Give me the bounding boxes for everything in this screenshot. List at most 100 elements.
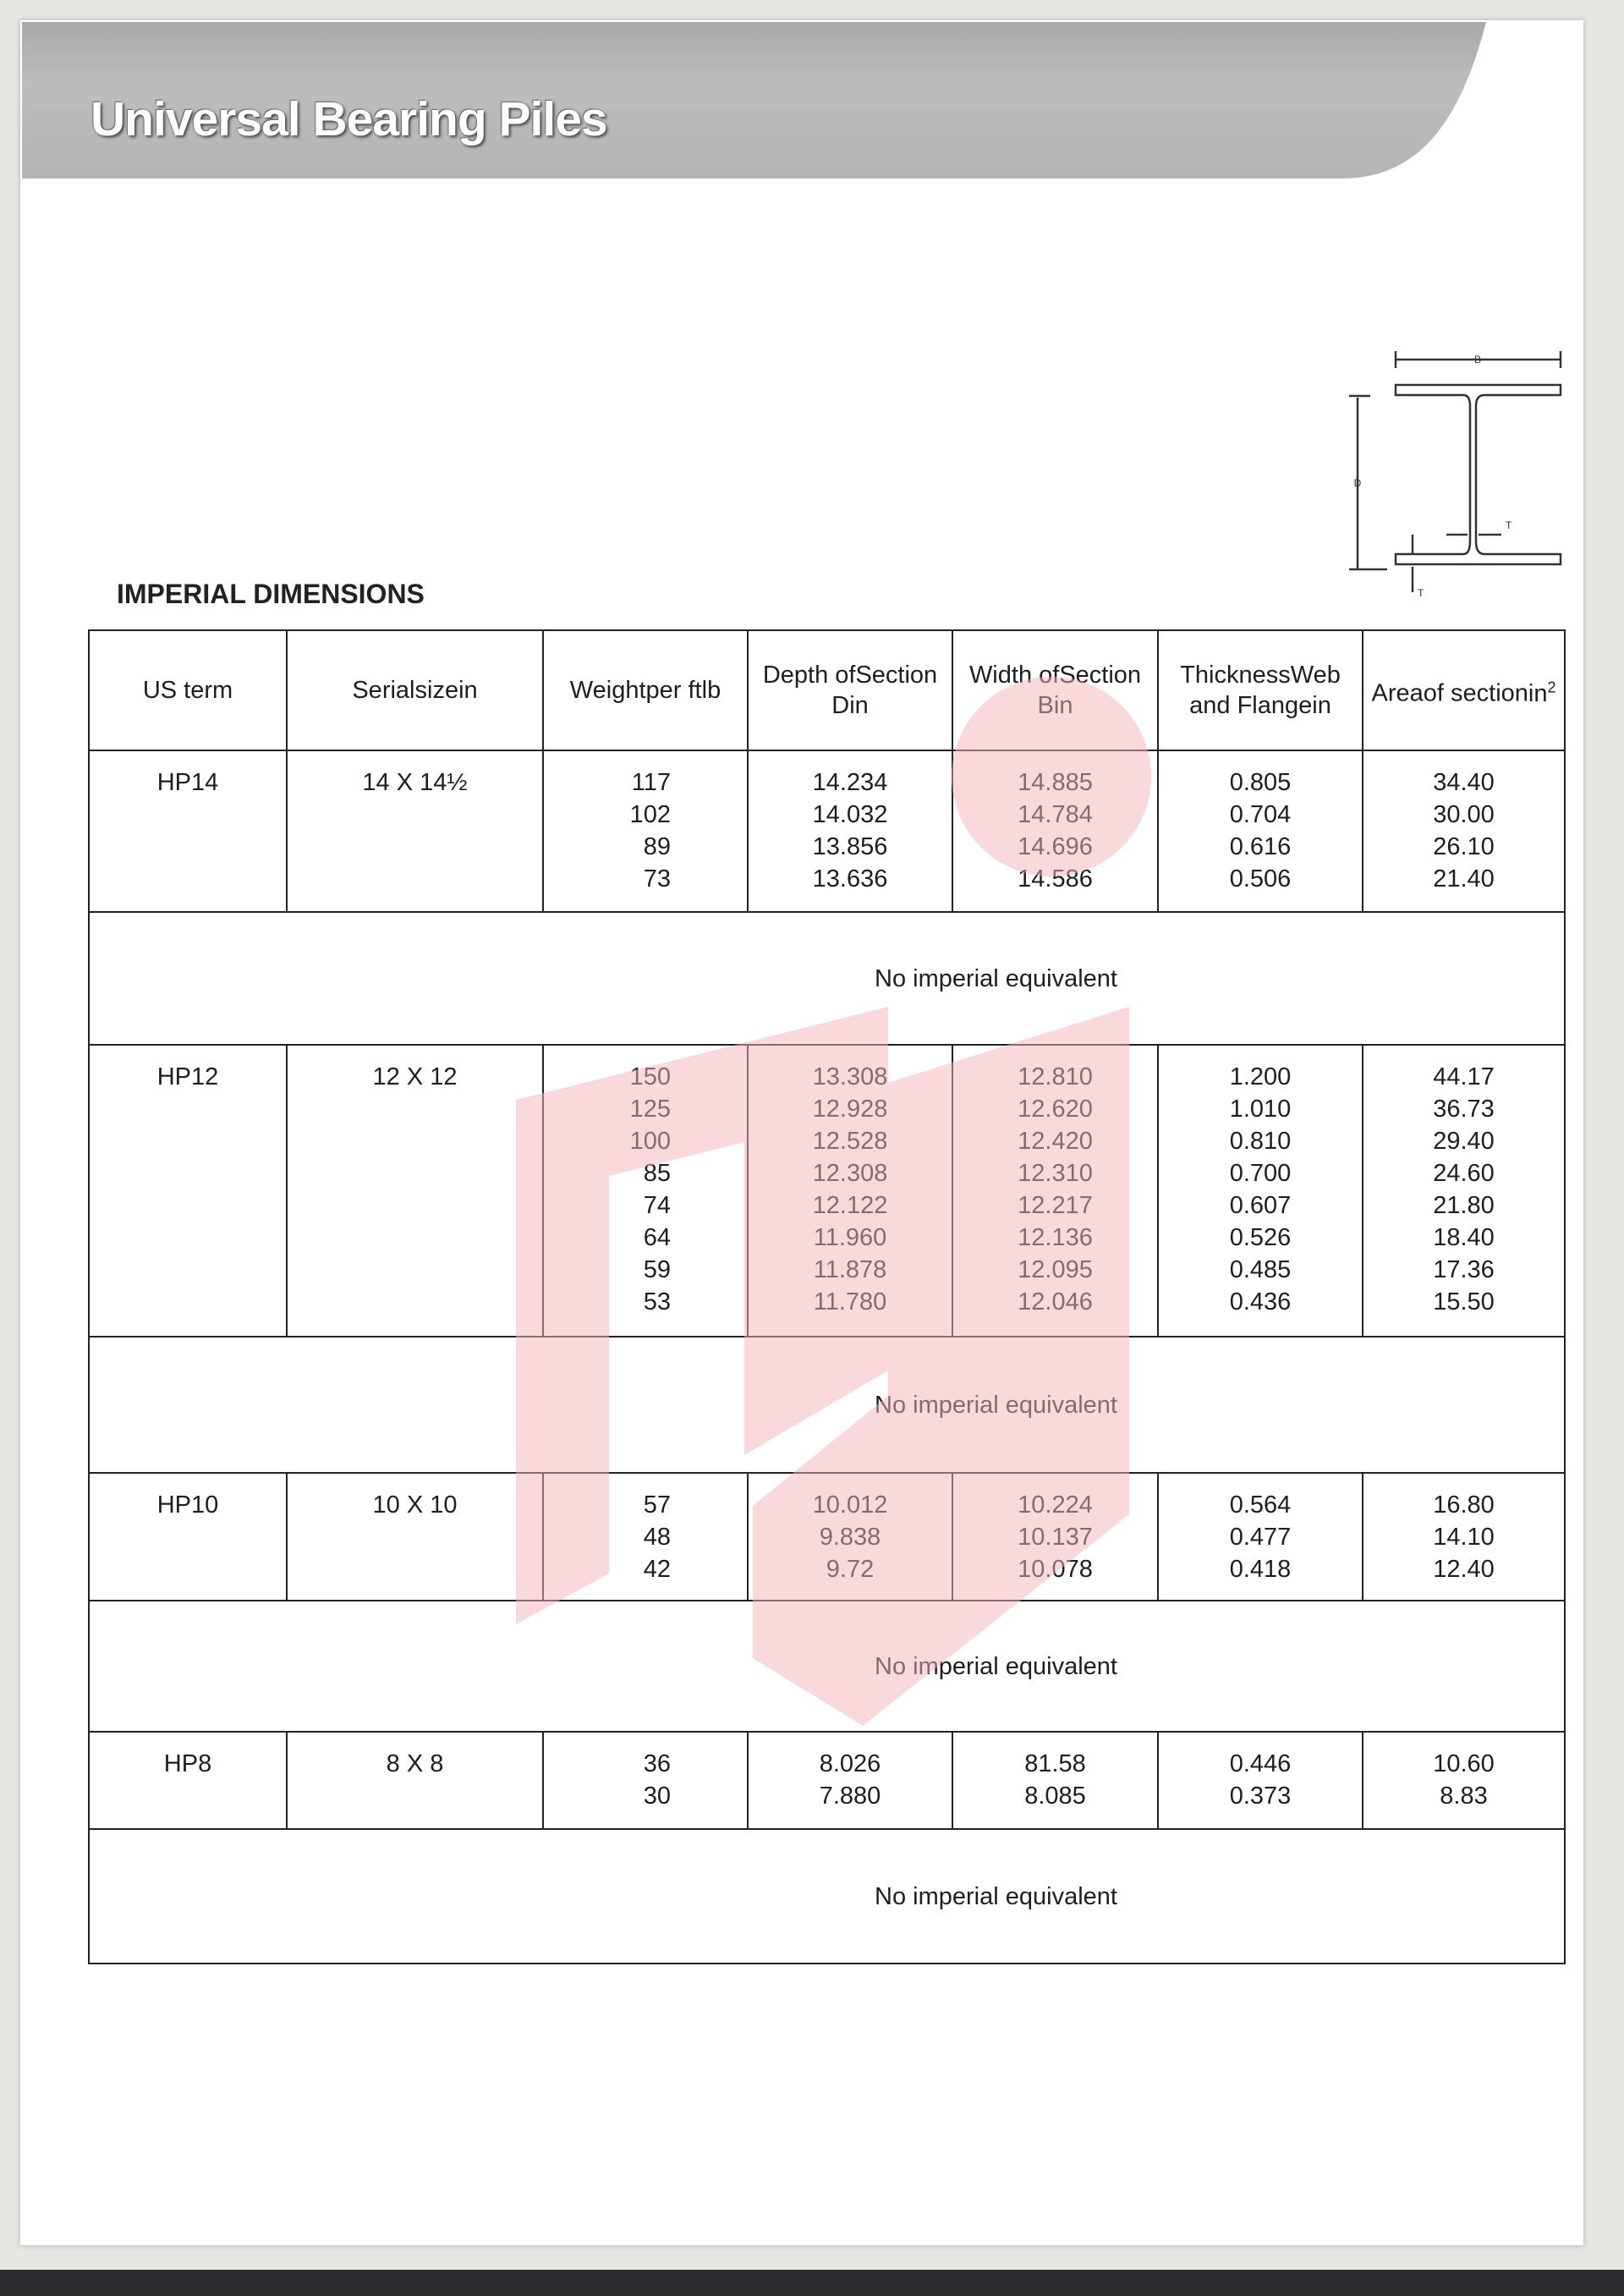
area-cell: 34.40 30.00 26.10 21.40 [1362,750,1566,913]
area-cell: 10.60 8.83 [1362,1731,1566,1830]
depth-cell: 8.026 7.880 [747,1731,953,1830]
no-equivalent-row: No imperial equivalent [88,1828,1566,1964]
area-value: 21.40 [1433,865,1495,893]
area-value: 10.60 [1433,1750,1495,1777]
width-value: 12.046 [1018,1288,1093,1316]
weight-value: 64 [643,1224,671,1251]
width-value: 81.58 [1024,1750,1086,1777]
column-header-us-term: US term [88,629,288,751]
column-header-serial-size: Serialsizein [286,629,544,751]
thickness-value: 0.485 [1229,1256,1292,1283]
table-row-hp8: HP8 8 X 8 36 30 8.026 7.880 81.58 8.085 0.446 0.3… [88,1731,1566,1830]
weight-value: 48 [643,1524,671,1551]
width-cell: 10.224 10.137 10.078 [952,1472,1159,1601]
depth-cell: 13.308 12.928 12.528 12.308 12.122 11.960 11.8… [747,1044,953,1338]
weight-cell: 117 102 89 73 [542,750,749,913]
weight-value: 53 [643,1288,671,1316]
depth-value: 9.72 [826,1556,875,1583]
column-header-width-of-section: Width ofSection Bin [952,629,1159,751]
area-value: 36.73 [1433,1096,1495,1123]
column-header-thickness: ThicknessWeb and Flangein [1157,629,1363,751]
no-imperial-equivalent-note: No imperial equivalent [88,911,1566,1046]
area-cell: 44.17 36.73 29.40 24.60 21.80 18.40 17.36 15.50 [1362,1044,1566,1338]
depth-value: 14.032 [812,801,888,828]
weight-value: 102 [629,801,671,828]
column-header-line: Area [1371,679,1424,707]
area-value: 15.50 [1433,1288,1495,1316]
width-value: 12.310 [1018,1160,1093,1187]
no-imperial-equivalent-note: No imperial equivalent [88,1828,1566,1964]
depth-value: 11.960 [813,1224,887,1251]
weight-value: 57 [643,1491,671,1519]
weight-cell: 150 125 100 85 74 64 59 53 [542,1044,749,1338]
weight-value: 36 [643,1750,671,1777]
column-header-line: Weight [569,677,646,704]
width-cell: 12.810 12.620 12.420 12.310 12.217 12.136 12.0… [952,1044,1159,1338]
thickness-value: 0.704 [1229,801,1292,828]
width-cell: 81.58 8.085 [952,1731,1159,1830]
thickness-value: 0.477 [1229,1524,1292,1551]
width-value: 12.095 [1018,1256,1093,1283]
depth-value: 10.012 [812,1491,888,1519]
area-value: 18.40 [1433,1224,1495,1251]
width-value: 10.078 [1018,1556,1093,1583]
serial-size-cell: 8 X 8 [286,1731,544,1830]
us-term-cell: HP8 [88,1731,288,1830]
thickness-value: 0.418 [1229,1556,1292,1583]
area-value: 44.17 [1433,1063,1495,1090]
table-row-hp14: HP14 14 X 14½ 117 102 89 73 14.234 14.032 13.856… [88,750,1566,913]
thickness-value: 1.010 [1229,1096,1292,1123]
area-value: 17.36 [1433,1256,1495,1283]
depth-value: 13.308 [812,1063,888,1090]
weight-value: 59 [643,1256,671,1283]
serial-size-cell: 12 X 12 [286,1044,544,1338]
no-equivalent-row: No imperial equivalent [88,1336,1566,1474]
area-value: 26.10 [1433,833,1495,860]
diagram-label-t-web: T [1506,519,1512,531]
thickness-value: 0.526 [1229,1224,1292,1251]
bottom-band [0,2270,1624,2296]
weight-cell: 36 30 [542,1731,749,1830]
weight-value: 85 [643,1160,671,1187]
column-header-line: Web and Flange [1189,662,1341,719]
thickness-value: 0.373 [1229,1782,1292,1810]
no-imperial-equivalent-note: No imperial equivalent [88,1336,1566,1474]
width-value: 10.137 [1018,1524,1093,1551]
weight-value: 117 [631,769,671,796]
diagram-label-t-flange: T [1418,587,1424,599]
width-value: 12.620 [1018,1096,1093,1123]
depth-value: 13.636 [812,865,888,893]
width-value: 14.885 [1018,769,1093,796]
thickness-value: 0.805 [1229,769,1292,796]
column-header-line: in [458,677,478,704]
depth-cell: 10.012 9.838 9.72 [747,1472,953,1601]
i-beam-diagram: B D T T [1349,351,1562,599]
width-value: 12.810 [1018,1063,1093,1090]
weight-value: 42 [643,1556,671,1583]
column-header-line: in [1312,692,1331,719]
column-header-line: in2 [1528,678,1556,707]
diagram-label-d: D [1354,477,1362,489]
width-value: 12.420 [1018,1128,1093,1155]
header-banner [22,22,1486,179]
us-term-cell: HP14 [88,750,288,913]
width-value: 12.217 [1018,1192,1093,1219]
thickness-value: 0.700 [1229,1160,1292,1187]
area-value: 12.40 [1433,1556,1495,1583]
column-header-weight-per-ft: Weightper ftlb [542,629,749,751]
section-title: IMPERIAL DIMENSIONS [117,579,425,609]
table-row-hp12: HP12 12 X 12 150 125 100 85 74 64 59 53 13.308 12.9… [88,1044,1566,1338]
column-header-line: Thickness [1180,662,1291,689]
page-title: Universal Bearing Piles [91,92,608,146]
column-header-line: in [1053,692,1073,719]
table-row-hp10: HP10 10 X 10 57 48 42 10.012 9.838 9.72 10.224 10… [88,1472,1566,1601]
thickness-value: 0.436 [1229,1288,1292,1316]
weight-value: 89 [643,833,671,860]
thickness-value: 0.446 [1229,1750,1292,1777]
diagram-label-b: B [1474,354,1481,365]
thickness-value: 0.607 [1229,1192,1292,1219]
thickness-cell: 1.200 1.010 0.810 0.700 0.607 0.526 0.485 0.436 [1157,1044,1363,1338]
area-value: 29.40 [1433,1128,1495,1155]
depth-value: 14.234 [812,769,888,796]
column-header-area-of-section: Areaof sectionin2 [1362,629,1566,751]
